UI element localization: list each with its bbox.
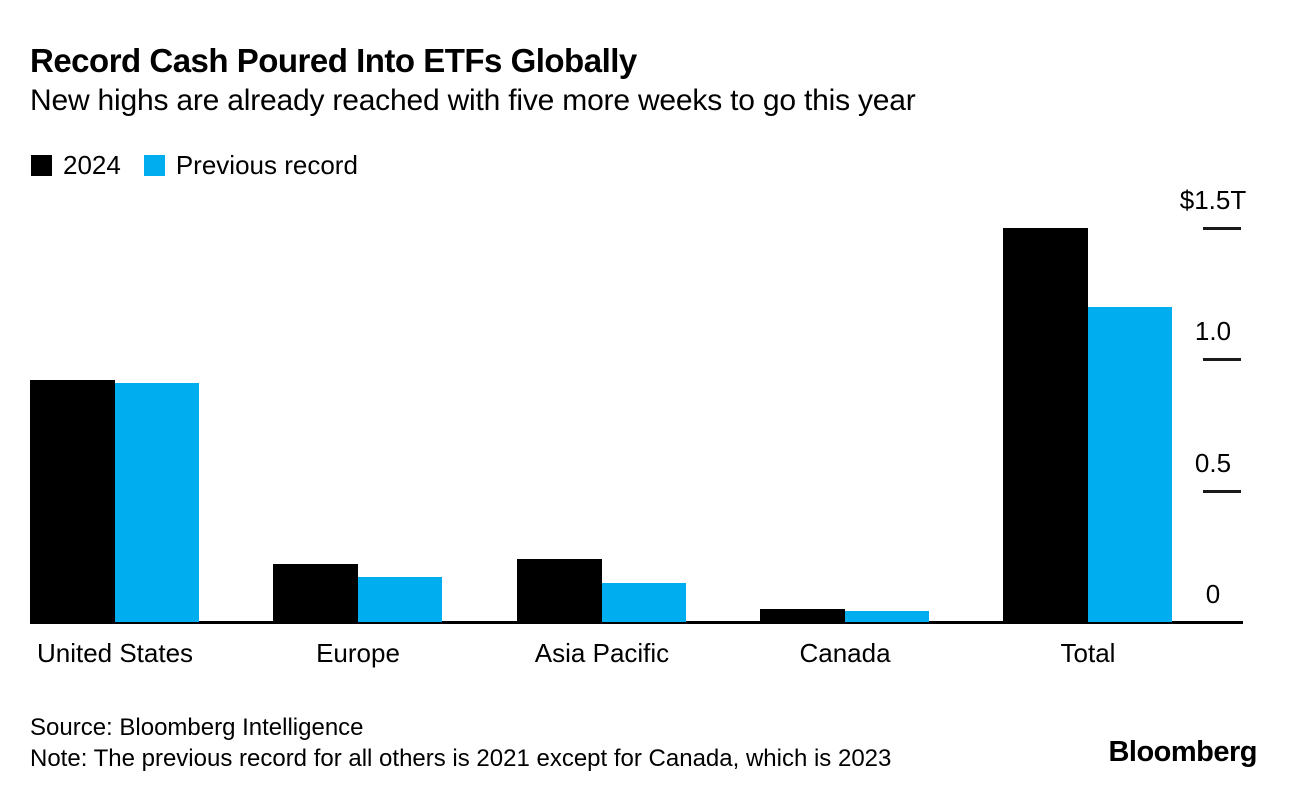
bar-previous-record-canada	[845, 611, 929, 622]
note-text: Note: The previous record for all others…	[30, 745, 892, 772]
bar-2024-asia-pacific	[517, 559, 602, 622]
bar-previous-record-united-states	[115, 383, 199, 622]
legend-label: 2024	[63, 150, 121, 180]
y-axis-tick-1-0	[1203, 358, 1241, 361]
legend-swatch-2024	[31, 155, 52, 176]
x-axis-label-europe: Europe	[316, 638, 400, 668]
bloomberg-logo: Bloomberg	[1108, 736, 1257, 768]
bar-previous-record-total	[1088, 307, 1172, 622]
legend-item-previous-record: Previous record	[143, 150, 358, 181]
bar-2024-europe	[273, 564, 358, 622]
legend-label: Previous record	[175, 150, 358, 180]
bar-previous-record-asia-pacific	[602, 583, 686, 622]
bar-2024-united-states	[30, 380, 115, 622]
bar-2024-canada	[760, 609, 845, 622]
y-axis-label-0: 0	[1205, 579, 1221, 609]
source-text: Source: Bloomberg Intelligence	[30, 714, 364, 741]
chart-subtitle: New highs are already reached with five …	[30, 84, 916, 117]
legend-swatch-previous-record	[143, 155, 165, 176]
y-axis-label--1-5t: $1.5T	[1179, 185, 1247, 215]
y-axis-label-1-0: 1.0	[1194, 316, 1232, 346]
y-axis-label-0-5: 0.5	[1194, 448, 1232, 478]
y-axis-tick-0-5	[1203, 490, 1241, 493]
bar-2024-total	[1003, 228, 1088, 622]
legend-item-2024: 2024	[31, 150, 121, 181]
x-axis-baseline	[30, 621, 1243, 624]
x-axis-label-asia-pacific: Asia Pacific	[534, 638, 670, 668]
y-axis-tick--1-5t	[1203, 227, 1241, 230]
x-axis-label-canada: Canada	[799, 638, 891, 668]
chart-title: Record Cash Poured Into ETFs Globally	[30, 42, 637, 79]
legend: 2024 Previous record	[31, 150, 358, 181]
x-axis-label-total: Total	[1060, 638, 1116, 668]
bar-previous-record-europe	[358, 577, 442, 622]
x-axis-label-united-states: United States	[36, 638, 194, 668]
